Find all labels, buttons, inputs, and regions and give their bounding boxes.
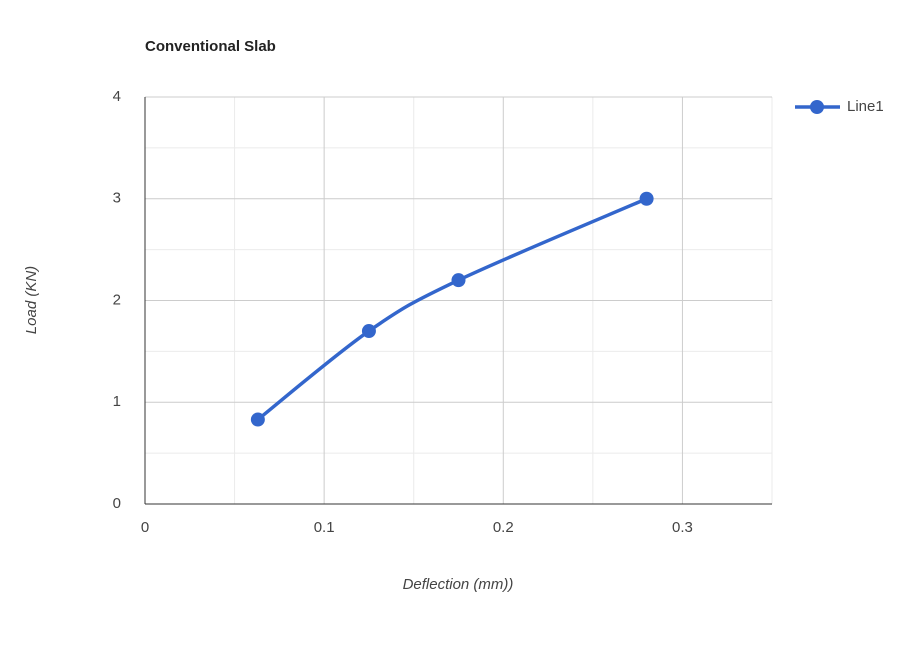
x-tick-label: 0 — [141, 519, 149, 536]
y-tick-label: 0 — [113, 495, 121, 512]
x-tick-label: 0.1 — [314, 519, 335, 536]
point — [639, 191, 654, 206]
x-tick-label: 0.3 — [672, 519, 693, 536]
x-tick-label: 0.2 — [493, 519, 514, 536]
point — [250, 412, 265, 427]
legend-marker — [810, 100, 824, 114]
y-tick-label: 1 — [113, 393, 121, 410]
legend-label: Line1 — [847, 98, 884, 115]
y-tick-label: 2 — [113, 291, 121, 308]
point — [451, 273, 466, 288]
line — [256, 197, 648, 421]
y-axis-title: Load (KN) — [23, 266, 40, 334]
x-axis-title: Deflection (mm)) — [403, 576, 514, 593]
y-tick-label: 3 — [113, 190, 121, 207]
y-tick-label: 4 — [113, 88, 121, 105]
chart-title: Conventional Slab — [145, 38, 276, 55]
point — [361, 324, 376, 339]
